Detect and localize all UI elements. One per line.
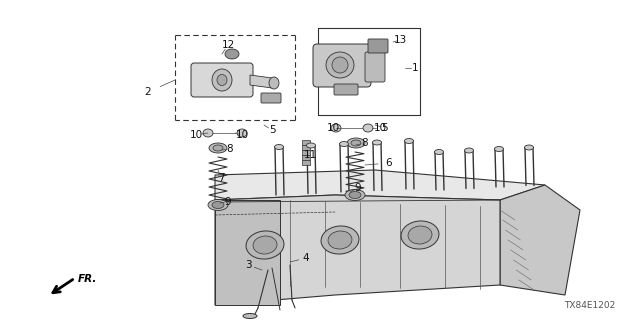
- Text: 10: 10: [373, 123, 387, 133]
- Text: 9: 9: [225, 197, 231, 207]
- Ellipse shape: [203, 129, 213, 137]
- Ellipse shape: [331, 124, 341, 132]
- Ellipse shape: [465, 148, 474, 153]
- Text: 10: 10: [236, 130, 248, 140]
- FancyBboxPatch shape: [302, 155, 310, 160]
- Ellipse shape: [212, 69, 232, 91]
- Text: FR.: FR.: [78, 274, 97, 284]
- Polygon shape: [215, 195, 500, 305]
- Ellipse shape: [212, 202, 224, 209]
- FancyBboxPatch shape: [261, 93, 281, 103]
- Ellipse shape: [495, 147, 504, 151]
- Ellipse shape: [404, 139, 413, 143]
- FancyBboxPatch shape: [313, 44, 371, 87]
- Ellipse shape: [208, 199, 228, 211]
- Ellipse shape: [328, 231, 352, 249]
- Ellipse shape: [349, 191, 361, 198]
- Ellipse shape: [435, 149, 444, 155]
- FancyBboxPatch shape: [302, 140, 310, 145]
- Ellipse shape: [253, 236, 277, 254]
- Ellipse shape: [321, 226, 359, 254]
- FancyBboxPatch shape: [302, 145, 310, 150]
- Ellipse shape: [225, 49, 239, 59]
- Text: 8: 8: [227, 144, 234, 154]
- FancyBboxPatch shape: [302, 150, 310, 155]
- Text: 5: 5: [381, 123, 388, 133]
- FancyBboxPatch shape: [191, 63, 253, 97]
- Ellipse shape: [237, 129, 247, 137]
- Ellipse shape: [401, 221, 439, 249]
- Ellipse shape: [525, 145, 534, 150]
- Text: 5: 5: [269, 125, 275, 135]
- Ellipse shape: [326, 52, 354, 78]
- Ellipse shape: [243, 314, 257, 318]
- Ellipse shape: [372, 140, 381, 145]
- Text: 3: 3: [244, 260, 252, 270]
- Ellipse shape: [246, 231, 284, 259]
- Polygon shape: [500, 185, 580, 295]
- Text: 13: 13: [394, 35, 406, 45]
- FancyBboxPatch shape: [302, 160, 310, 165]
- Ellipse shape: [363, 124, 373, 132]
- Text: 12: 12: [221, 40, 235, 50]
- Text: 7: 7: [218, 173, 224, 183]
- Text: 11: 11: [303, 150, 317, 160]
- Ellipse shape: [347, 138, 365, 148]
- Polygon shape: [215, 170, 545, 200]
- Ellipse shape: [213, 145, 223, 151]
- Text: 8: 8: [362, 138, 368, 148]
- Ellipse shape: [217, 75, 227, 85]
- Text: 1: 1: [412, 63, 419, 73]
- FancyBboxPatch shape: [334, 84, 358, 95]
- Text: 9: 9: [355, 183, 362, 193]
- Ellipse shape: [269, 77, 279, 89]
- Ellipse shape: [275, 145, 284, 149]
- Ellipse shape: [351, 140, 361, 146]
- Ellipse shape: [339, 141, 349, 147]
- Text: 4: 4: [303, 253, 309, 263]
- Ellipse shape: [209, 143, 227, 153]
- Text: 6: 6: [386, 158, 392, 168]
- Polygon shape: [215, 200, 280, 305]
- FancyBboxPatch shape: [368, 39, 388, 53]
- Ellipse shape: [345, 189, 365, 201]
- Polygon shape: [250, 75, 272, 88]
- Text: 10: 10: [326, 123, 340, 133]
- Text: TX84E1202: TX84E1202: [564, 301, 615, 310]
- Ellipse shape: [408, 226, 432, 244]
- Ellipse shape: [307, 143, 316, 148]
- Text: 10: 10: [189, 130, 203, 140]
- Text: 2: 2: [145, 87, 151, 97]
- Ellipse shape: [332, 57, 348, 73]
- FancyBboxPatch shape: [365, 52, 385, 82]
